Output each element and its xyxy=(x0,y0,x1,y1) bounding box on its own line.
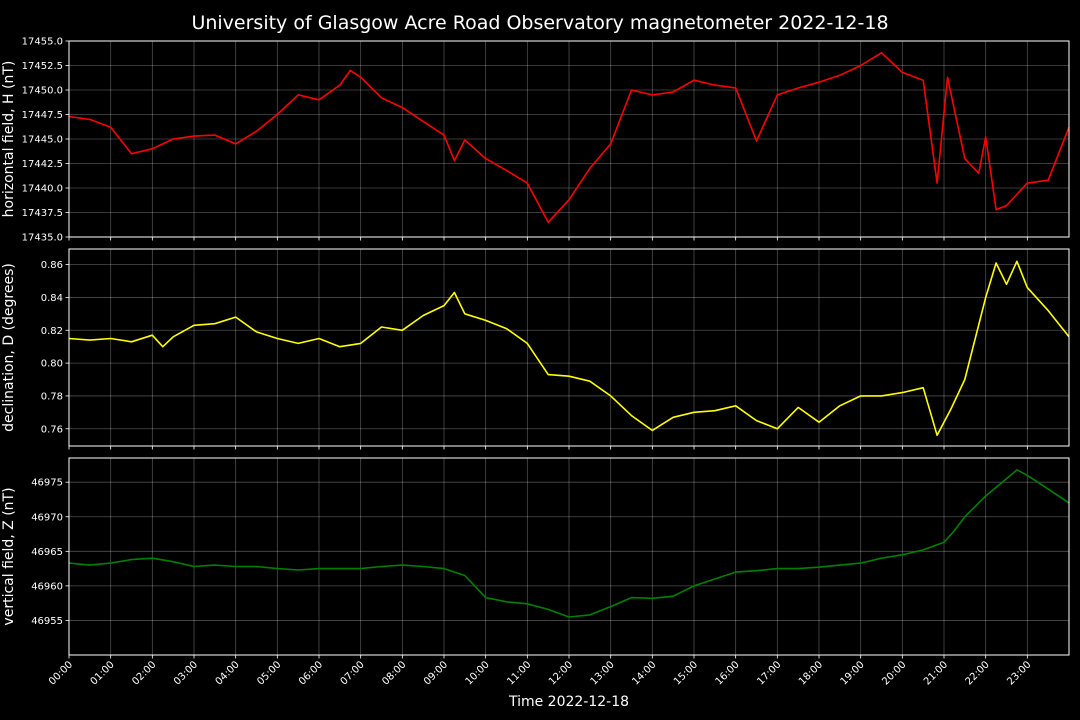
y-tick-label: 46955 xyxy=(31,616,63,627)
x-tick-label: 08:00 xyxy=(380,659,408,687)
y-tick-label: 17445.0 xyxy=(22,135,63,146)
x-tick-label: 05:00 xyxy=(255,659,283,687)
x-tick-label: 02:00 xyxy=(130,659,158,687)
y-tick-label: 0.84 xyxy=(41,293,63,304)
y-tick-label: 17450.0 xyxy=(22,86,63,97)
y-tick-label: 17452.5 xyxy=(22,61,63,72)
y-tick-label: 17442.5 xyxy=(22,159,63,170)
x-tick-label: 21:00 xyxy=(922,659,950,687)
y-tick-label: 46965 xyxy=(31,547,63,558)
x-tick-label: 23:00 xyxy=(1005,659,1033,687)
y-tick-label: 0.82 xyxy=(41,326,63,337)
x-tick-label: 09:00 xyxy=(422,659,450,687)
x-tick-label: 06:00 xyxy=(297,659,325,687)
x-tick-label: 03:00 xyxy=(172,659,200,687)
x-tick-label: 14:00 xyxy=(630,659,658,687)
x-tick-label: 01:00 xyxy=(89,659,117,687)
series-line xyxy=(68,468,1070,618)
x-tick-label: 00:00 xyxy=(47,659,75,687)
series-line xyxy=(68,51,1070,224)
y-tick-label: 46975 xyxy=(31,478,63,489)
y-tick-label: 46970 xyxy=(31,512,63,523)
y-tick-label: 17435.0 xyxy=(22,233,63,244)
x-tick-label: 13:00 xyxy=(589,659,617,687)
x-tick-label: 12:00 xyxy=(547,659,575,687)
x-tick-label: 20:00 xyxy=(880,659,908,687)
y-tick-label: 0.80 xyxy=(41,359,63,370)
y-tick-label: 46960 xyxy=(31,581,63,592)
panel-frame xyxy=(68,457,1070,656)
x-tick-label: 17:00 xyxy=(755,659,783,687)
y-axis-label: horizontal field, H (nT) xyxy=(1,61,17,218)
x-tick-label: 07:00 xyxy=(339,659,367,687)
panel-1: 17435.0 17437.5 17440.0 17442.5 17445.0 17447… xyxy=(1,37,1070,244)
panel-frame xyxy=(68,40,1070,238)
x-tick-label: 19:00 xyxy=(839,659,867,687)
chart-title: University of Glasgow Acre Road Observat… xyxy=(191,12,888,34)
x-tick-label: 18:00 xyxy=(797,659,825,687)
x-axis-ticks: 00:00 01:00 02:00 03:00 04:00 05:00 06:00 07:00… xyxy=(47,659,1033,687)
y-tick-label: 17455.0 xyxy=(22,37,63,48)
y-tick-label: 0.86 xyxy=(41,260,63,271)
panel-2: 0.76 0.78 0.80 0.82 0.84 0.86 declination, D (… xyxy=(1,248,1070,450)
x-tick-label: 04:00 xyxy=(214,659,242,687)
chart-panels: 17435.0 17437.5 17440.0 17442.5 17445.0 17447… xyxy=(1,37,1070,659)
x-tick-label: 22:00 xyxy=(964,659,992,687)
y-tick-label: 17440.0 xyxy=(22,184,63,195)
y-axis-label: declination, D (degrees) xyxy=(1,263,17,432)
x-tick-label: 11:00 xyxy=(505,659,533,687)
y-axis-label: vertical field, Z (nT) xyxy=(1,487,17,625)
x-tick-label: 15:00 xyxy=(672,659,700,687)
x-tick-label: 16:00 xyxy=(714,659,742,687)
y-tick-label: 0.76 xyxy=(41,424,63,435)
series-line xyxy=(68,260,1070,437)
x-axis-label: Time 2022-12-18 xyxy=(508,694,629,710)
panel-frame xyxy=(68,248,1070,447)
panel-3: 46955 46960 46965 46970 46975 vertical field,… xyxy=(1,457,1070,659)
y-tick-label: 0.78 xyxy=(41,391,63,402)
y-tick-label: 17437.5 xyxy=(22,208,63,219)
y-tick-label: 17447.5 xyxy=(22,110,63,121)
x-tick-label: 10:00 xyxy=(464,659,492,687)
